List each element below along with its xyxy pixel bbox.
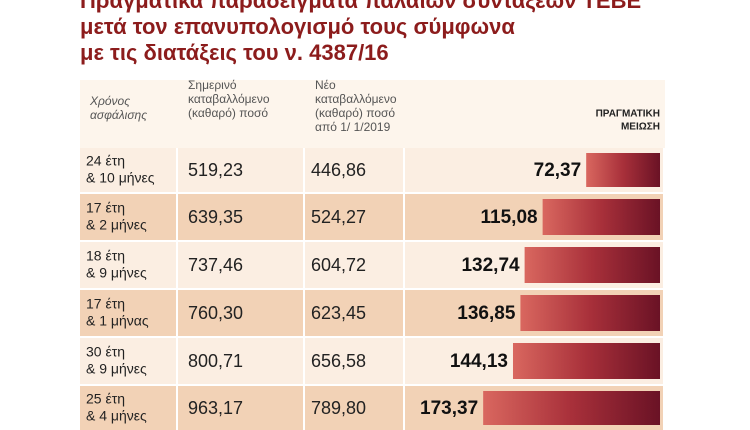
new-amount: 446,86 <box>311 160 366 180</box>
title-line: με τις διατάξεις του ν. 4387/16 <box>80 40 389 65</box>
column-header: καταβαλλόμενο <box>188 92 270 106</box>
period: 30 έτη <box>86 344 125 360</box>
reduction-label: 136,85 <box>457 303 516 324</box>
reduction-bar <box>524 247 660 283</box>
cell <box>178 194 303 240</box>
column-header: (καθαρό) ποσό <box>188 106 268 120</box>
cell <box>178 386 303 430</box>
cell <box>80 242 176 288</box>
reduction-bar <box>512 343 660 379</box>
reduction-bar <box>483 391 660 425</box>
column-header: ΜΕΙΩΣΗ <box>621 122 660 133</box>
current-amount: 639,35 <box>188 207 243 227</box>
period: & 9 μήνες <box>86 265 147 281</box>
column-header: (καθαρό) ποσό <box>315 106 395 120</box>
title-line: Πραγματικά παραδείγματα παλαιών συντάξεω… <box>80 0 641 13</box>
cell <box>178 290 303 336</box>
period: 17 έτη <box>86 200 125 216</box>
reduction-bar <box>542 199 660 235</box>
period: 24 έτη <box>86 153 125 169</box>
cell <box>80 148 176 192</box>
period: 17 έτη <box>86 296 125 312</box>
current-amount: 737,46 <box>188 255 243 275</box>
new-amount: 656,58 <box>311 351 366 371</box>
new-amount: 604,72 <box>311 255 366 275</box>
column-header: καταβαλλόμενο <box>315 92 397 106</box>
cell <box>305 242 403 288</box>
current-amount: 800,71 <box>188 351 243 371</box>
cell <box>178 148 303 192</box>
new-amount: 789,80 <box>311 398 366 418</box>
current-amount: 760,30 <box>188 303 243 323</box>
period: & 1 μήνας <box>86 313 149 329</box>
reduction-bar <box>520 295 660 331</box>
reduction-label: 173,37 <box>420 398 478 419</box>
cell <box>80 290 176 336</box>
cell <box>305 194 403 240</box>
cell <box>305 148 403 192</box>
column-header: ασφάλισης <box>90 108 147 122</box>
column-header: Σημερινό <box>188 78 237 92</box>
header-background <box>80 80 665 148</box>
cell <box>80 338 176 384</box>
period: & 10 μήνες <box>86 170 155 186</box>
cell <box>80 194 176 240</box>
reduction-label: 72,37 <box>534 160 582 181</box>
cell <box>178 338 303 384</box>
reduction-label: 115,08 <box>481 207 538 228</box>
cell <box>178 242 303 288</box>
reduction-label: 132,74 <box>461 255 520 276</box>
cell <box>80 386 176 430</box>
period: 18 έτη <box>86 248 125 264</box>
current-amount: 963,17 <box>188 398 243 418</box>
period: & 2 μήνες <box>86 217 147 233</box>
period: & 9 μήνες <box>86 361 147 377</box>
cell <box>305 338 403 384</box>
reduction-bar <box>586 153 660 187</box>
title-line: μετά τον επανυπολογισμό τους σύμφωνα <box>80 14 515 39</box>
column-header: ΠΡΑΓΜΑΤΙΚΗ <box>596 109 660 120</box>
column-header: από 1/ 1/2019 <box>315 120 391 134</box>
new-amount: 524,27 <box>311 207 366 227</box>
period: & 4 μήνες <box>86 408 147 424</box>
period: 25 έτη <box>86 391 125 407</box>
cell <box>305 386 403 430</box>
column-header: Χρόνος <box>89 94 130 108</box>
cell <box>305 290 403 336</box>
new-amount: 623,45 <box>311 303 366 323</box>
current-amount: 519,23 <box>188 160 243 180</box>
reduction-label: 144,13 <box>450 351 508 372</box>
column-header: Νέο <box>315 78 336 92</box>
